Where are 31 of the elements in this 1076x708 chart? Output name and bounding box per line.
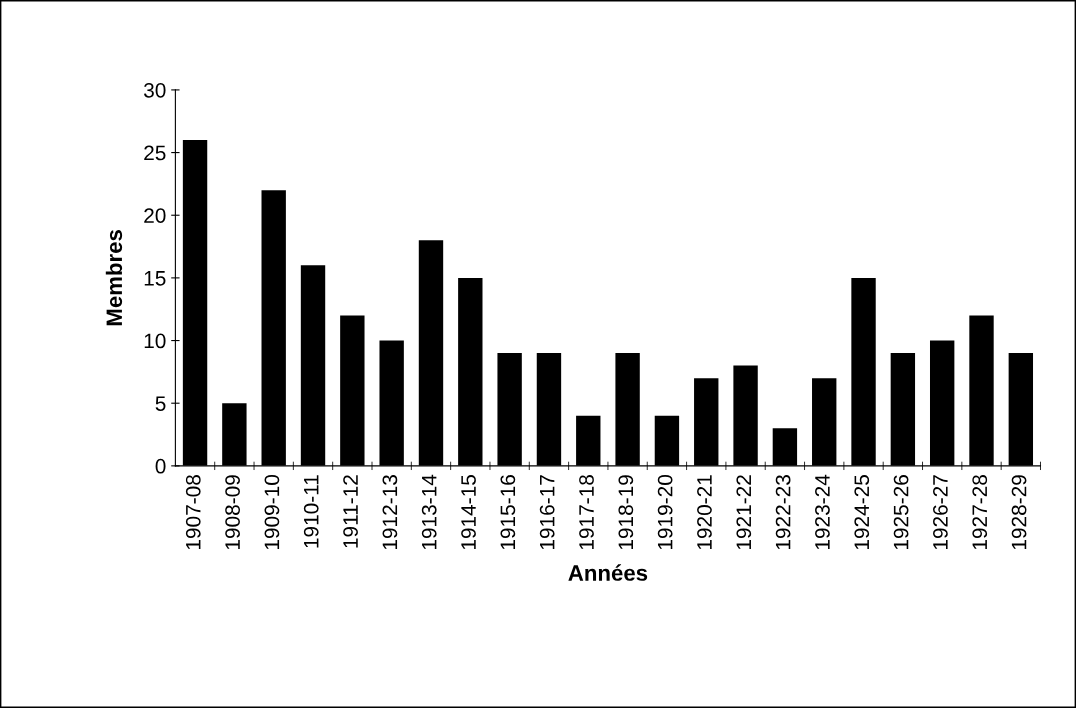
x-tick-label: 1911-12 [343,475,358,548]
x-tick-label: 1924-25 [854,475,870,550]
y-tick-label: 15 [144,271,166,286]
x-tick-label: 1907-08 [185,475,201,550]
x-tick-label: 1928-29 [1011,475,1027,550]
y-axis-title: Membres [105,230,123,326]
x-tick-label: 1908-09 [225,475,240,550]
x-tick-label: 1920-21 [697,475,712,550]
x-tick-label: 1914-15 [461,475,476,550]
x-axis-title: Années [568,564,648,581]
x-tick-label: 1910-11 [303,475,319,548]
x-tick-label: 1912-13 [382,475,398,550]
x-tick-label: 1926-27 [933,475,948,550]
x-tick-label: 1922-23 [775,475,791,550]
x-tick-label: 1921-22 [736,475,752,550]
y-tick-label: 10 [144,333,166,349]
y-tick-label: 20 [144,208,166,223]
y-tick-label: 30 [143,82,166,98]
x-tick-label: 1915-16 [500,475,516,550]
x-tick-label: 1917-18 [579,475,594,550]
x-tick-label: 1909-10 [264,475,280,550]
y-tick-label: 5 [155,396,166,411]
y-tick-label: 0 [155,458,166,474]
x-tick-label: 1918-19 [618,475,634,550]
x-tick-label: 1925-26 [893,475,909,550]
x-tick-label: 1913-14 [421,474,437,550]
x-tick-label: 1919-20 [657,475,673,550]
x-tick-label: 1916-17 [539,475,555,550]
y-tick-label: 25 [144,145,166,161]
x-tick-label: 1927-28 [972,475,988,550]
x-tick-label: 1923-24 [815,474,830,550]
